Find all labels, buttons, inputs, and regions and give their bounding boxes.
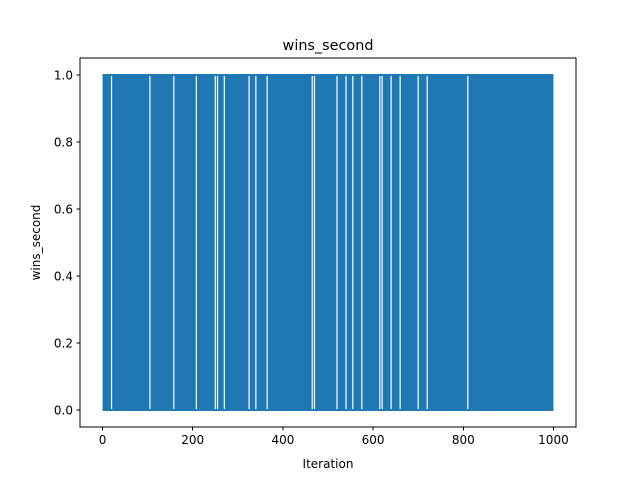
series-gap	[313, 75, 316, 410]
series-gap	[379, 75, 381, 410]
chart-title: wins_second	[283, 38, 374, 54]
series-gap	[214, 75, 216, 410]
series-line	[102, 74, 554, 411]
series-gap	[417, 75, 419, 410]
series-gap	[195, 75, 197, 410]
series-gap	[345, 75, 347, 410]
series-gap	[255, 75, 257, 410]
y-tick-label: 1.0	[54, 68, 73, 82]
series-gap	[223, 75, 225, 410]
series-gap	[399, 75, 401, 410]
x-tick-label: 800	[452, 433, 475, 447]
series-gap	[248, 75, 250, 410]
series-gap	[390, 75, 392, 410]
x-tick-label: 600	[362, 433, 385, 447]
series-gap	[266, 75, 268, 410]
series-gap	[173, 75, 175, 410]
y-tick-label: 0.4	[54, 270, 73, 284]
y-axis-label: wins_second	[29, 205, 43, 281]
x-tick-label: 1000	[538, 433, 569, 447]
series-gap	[110, 75, 113, 410]
series-gap	[216, 75, 219, 410]
series-gap	[467, 75, 469, 410]
series-gap	[311, 75, 313, 410]
series-layer	[102, 74, 554, 411]
series-gap	[149, 75, 151, 410]
x-axis-ticks: 0 200 400 600 800 1000	[99, 427, 569, 447]
x-tick-label: 400	[271, 433, 294, 447]
x-axis-label: Iteration	[303, 457, 354, 471]
x-tick-label: 0	[99, 433, 107, 447]
series-gap	[352, 75, 354, 410]
y-tick-label: 0.2	[54, 337, 73, 351]
plot-frame	[79, 57, 577, 428]
series-gap	[336, 75, 338, 410]
series-gap	[381, 75, 383, 410]
y-tick-label: 0.8	[54, 135, 73, 149]
y-tick-label: 0.0	[54, 404, 73, 418]
x-tick-label: 200	[181, 433, 204, 447]
y-tick-label: 0.6	[54, 202, 73, 216]
y-axis-ticks: 0.0 0.2 0.4 0.6 0.8 1.0	[54, 68, 80, 418]
axes-layer	[79, 57, 577, 428]
series-gap	[361, 75, 363, 410]
series-gap	[426, 75, 428, 410]
